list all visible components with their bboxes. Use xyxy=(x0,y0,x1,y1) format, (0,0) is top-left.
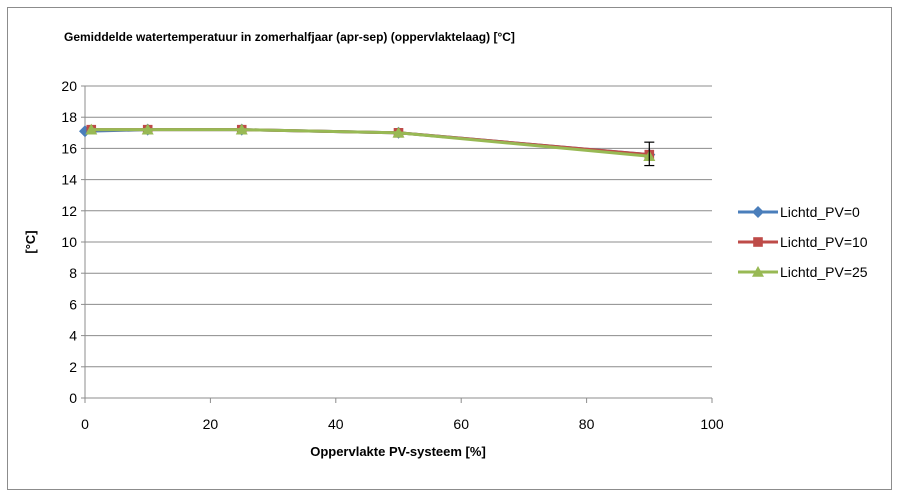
y-axis-label: [°C] xyxy=(23,230,38,253)
series-lichtd-pv-25 xyxy=(85,123,656,161)
legend-label: Lichtd_PV=25 xyxy=(780,264,868,280)
y-tick-label: 14 xyxy=(61,172,77,188)
error-bars xyxy=(644,141,655,167)
x-tick-label: 100 xyxy=(700,416,724,432)
y-tick-label: 16 xyxy=(61,140,77,156)
y-tick-label: 2 xyxy=(69,359,77,375)
legend-label: Lichtd_PV=10 xyxy=(780,234,868,250)
y-tick-label: 8 xyxy=(69,265,77,281)
axes xyxy=(81,85,713,403)
x-tick-label: 20 xyxy=(203,416,219,432)
x-tick-labels: 0 20 40 60 80 100 xyxy=(81,416,724,432)
y-tick-label: 4 xyxy=(69,328,77,344)
y-tick-label: 20 xyxy=(61,78,77,94)
legend-entry: Lichtd_PV=10 xyxy=(738,234,868,250)
x-tick-label: 60 xyxy=(453,416,469,432)
error-bar xyxy=(644,141,655,167)
legend-label: Lichtd_PV=0 xyxy=(780,204,860,220)
legend-entry: Lichtd_PV=0 xyxy=(738,204,860,220)
y-tick-label: 6 xyxy=(69,296,77,312)
x-tick-label: 80 xyxy=(579,416,595,432)
x-axis-label: Oppervlakte PV-systeem [%] xyxy=(310,444,486,459)
data-point xyxy=(752,206,764,218)
data-point xyxy=(85,123,98,135)
legend-entry: Lichtd_PV=25 xyxy=(738,264,868,280)
data-point xyxy=(753,237,763,247)
x-tick-label: 40 xyxy=(328,416,344,432)
data-point xyxy=(752,266,764,277)
data-point xyxy=(392,126,405,138)
data-point xyxy=(235,123,248,135)
gridlines xyxy=(85,85,712,368)
chart-border xyxy=(7,7,892,490)
y-tick-label: 12 xyxy=(61,203,77,219)
y-tick-label: 18 xyxy=(61,109,77,125)
y-tick-label: 0 xyxy=(69,390,77,406)
x-tick-label: 0 xyxy=(81,416,89,432)
y-tick-labels: 0 2 4 6 8 10 12 14 16 18 20 xyxy=(61,78,77,406)
legend: Lichtd_PV=0 Lichtd_PV=10 Lichtd_PV=25 xyxy=(738,204,868,280)
y-tick-label: 10 xyxy=(61,234,77,250)
data-point xyxy=(141,123,154,135)
chart-title: Gemiddelde watertemperatuur in zomerhalf… xyxy=(64,30,515,44)
